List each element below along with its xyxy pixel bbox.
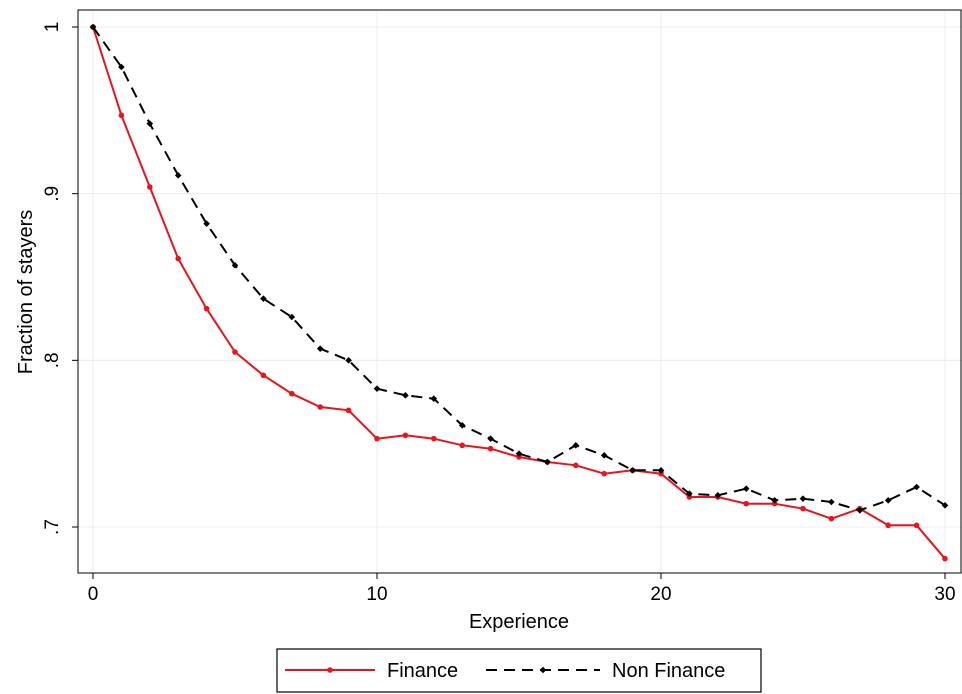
data-point [430, 395, 438, 402]
plot-area-frame [77, 9, 962, 574]
data-point [572, 442, 580, 449]
series-finance [90, 24, 948, 562]
y-tick-label: .9 [42, 186, 63, 202]
series-lines [89, 23, 949, 562]
y-axis-title: Fraction of stayers [15, 210, 37, 375]
data-point [942, 555, 948, 562]
data-point [601, 470, 607, 477]
x-tick-label: 0 [88, 584, 99, 605]
data-point [118, 63, 125, 71]
data-point [487, 435, 494, 442]
legend-item: Non Finance [486, 660, 725, 682]
y-tick-label: 1 [42, 22, 63, 33]
data-point [884, 497, 892, 504]
data-point [232, 349, 238, 355]
legend-marker [539, 666, 547, 674]
data-point [828, 515, 835, 522]
axes: 0 10 20 30 .7 .8 .9 1 [42, 22, 956, 605]
data-point [146, 120, 154, 127]
data-point [373, 385, 381, 392]
data-point [203, 305, 210, 312]
data-point [799, 495, 807, 502]
data-point [174, 172, 182, 179]
data-point [260, 295, 267, 302]
data-point [203, 220, 210, 227]
legend-label: Finance [387, 660, 458, 682]
data-point [402, 392, 409, 399]
y-tick-label: .7 [42, 519, 63, 535]
data-point [885, 522, 891, 529]
data-point [629, 467, 636, 474]
data-point [544, 458, 551, 466]
data-point [686, 494, 693, 500]
data-point [913, 483, 920, 491]
data-point [175, 255, 181, 262]
legend: Finance Non Finance [276, 648, 762, 693]
data-point [515, 450, 523, 457]
y-tick-label: .8 [42, 352, 63, 368]
data-point [516, 454, 522, 460]
legend-label: Non Finance [612, 660, 725, 682]
data-point [402, 432, 409, 439]
data-point [828, 498, 835, 506]
data-point [260, 372, 267, 379]
data-point [941, 502, 949, 509]
x-tick-label: 30 [934, 584, 955, 605]
x-axis-title: Experience [469, 611, 569, 633]
data-point [856, 507, 864, 514]
x-tick-label: 20 [650, 584, 671, 605]
data-point [147, 184, 153, 190]
data-point [458, 422, 466, 429]
grid-lines [78, 10, 962, 573]
data-point [374, 435, 380, 442]
data-point [600, 452, 608, 459]
data-point [913, 522, 920, 529]
data-point [431, 435, 437, 442]
data-point [459, 442, 466, 449]
data-point [89, 23, 97, 31]
data-point [573, 462, 579, 469]
series-line [92, 26, 946, 560]
data-point [771, 497, 778, 504]
legend-marker [327, 667, 333, 673]
data-point [289, 390, 295, 397]
data-point [345, 407, 352, 414]
data-point [686, 490, 693, 497]
data-point [288, 313, 296, 321]
data-point [742, 485, 750, 492]
series-non-finance [89, 23, 949, 514]
data-point [743, 500, 749, 507]
data-point [800, 505, 806, 512]
series-line [92, 26, 946, 512]
legend-item: Finance [285, 660, 458, 682]
data-point [771, 500, 778, 507]
data-point [345, 357, 352, 364]
data-point [714, 492, 722, 499]
x-tick-label: 10 [366, 584, 387, 605]
data-point [316, 345, 324, 352]
data-point [657, 467, 665, 474]
data-point [487, 445, 494, 452]
data-point [317, 404, 324, 410]
data-point [231, 262, 239, 269]
data-point [118, 112, 125, 119]
